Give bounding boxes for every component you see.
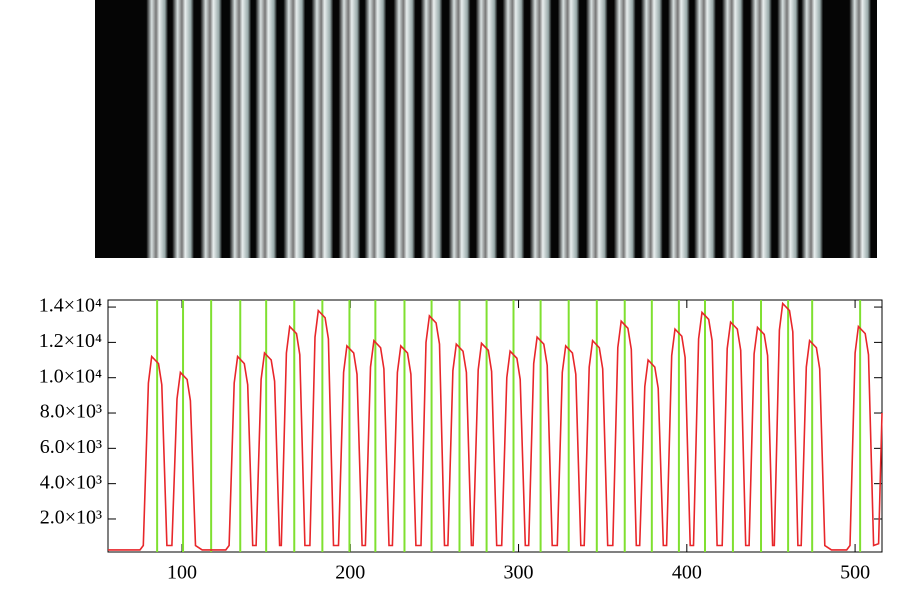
fiber-stripe xyxy=(640,0,663,258)
fiber-stripe xyxy=(502,0,525,258)
x-tick-label: 200 xyxy=(335,562,365,584)
fiber-stripe xyxy=(338,0,361,258)
x-tick-label: 500 xyxy=(840,562,870,584)
fiber-stripe xyxy=(172,0,195,258)
fiber-stripe xyxy=(393,0,416,258)
fiber-stripe xyxy=(849,0,872,258)
fiber-stripe xyxy=(448,0,471,258)
fiber-stripe xyxy=(585,0,608,258)
profile-line xyxy=(108,301,883,551)
fiber-stripe xyxy=(283,0,306,258)
fiber-stripe xyxy=(557,0,580,258)
fiber-stripe xyxy=(613,0,636,258)
fiber-stripe xyxy=(667,0,690,258)
y-tick-label: 1.4×10⁴ xyxy=(39,295,102,317)
fiber-stripe xyxy=(255,0,278,258)
fiber-stripe xyxy=(777,0,800,258)
fiber-stripe xyxy=(146,0,169,258)
fiber-stripe xyxy=(693,0,716,258)
x-tick-label: 300 xyxy=(504,562,534,584)
fiber-stripe xyxy=(311,0,334,258)
fiber-stripe xyxy=(529,0,552,258)
fiber-stripe xyxy=(364,0,387,258)
x-tick-label: 400 xyxy=(672,562,702,584)
fiber-stripe xyxy=(801,0,824,258)
y-tick-label: 2.0×10³ xyxy=(40,507,102,529)
y-tick-label: 6.0×10³ xyxy=(40,436,102,458)
fiber-stripe xyxy=(721,0,744,258)
fiber-stripe xyxy=(200,0,223,258)
fiber-stripe xyxy=(420,0,443,258)
y-tick-label: 4.0×10³ xyxy=(40,471,102,493)
y-tick-label: 1.0×10⁴ xyxy=(39,365,102,387)
fiber-stripe xyxy=(229,0,252,258)
y-tick-label: 1.2×10⁴ xyxy=(39,330,102,352)
x-tick-label: 100 xyxy=(167,562,197,584)
fiber-stripe xyxy=(750,0,773,258)
y-tick-label: 8.0×10³ xyxy=(40,401,102,423)
fiber-stripe xyxy=(475,0,498,258)
